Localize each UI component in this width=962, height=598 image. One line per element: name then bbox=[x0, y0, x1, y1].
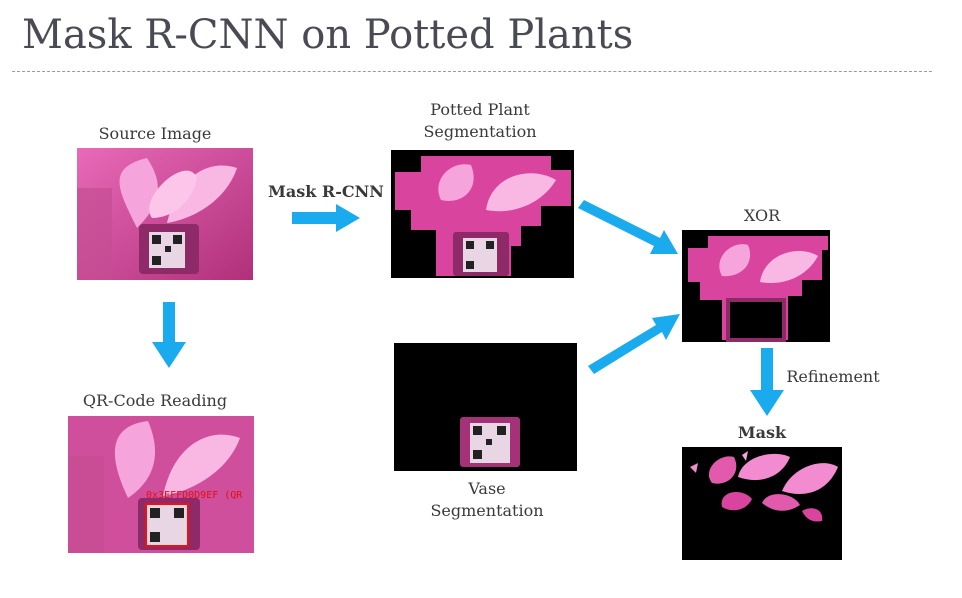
plant-seg-image bbox=[391, 150, 574, 278]
refinement-label: Refinement bbox=[786, 367, 880, 386]
arrow-vase-to-xor bbox=[588, 314, 680, 374]
slide-title: Mask R-CNN on Potted Plants bbox=[22, 12, 634, 58]
xor-result bbox=[688, 236, 828, 342]
qr-decoded-text: 0x3EFFD0D9EF (QR bbox=[146, 490, 243, 501]
source-image-caption: Source Image bbox=[98, 124, 212, 143]
qr-reading-image: 0x3EFFD0D9EF (QR bbox=[68, 416, 254, 553]
plant-photo bbox=[77, 148, 253, 280]
vase-seg-mask bbox=[394, 343, 577, 471]
qr-reading-caption: QR-Code Reading bbox=[82, 391, 228, 410]
right-arrow-mask-rcnn bbox=[292, 204, 360, 232]
plant-seg-caption-1: Potted Plant bbox=[430, 100, 530, 119]
down-arrow-refinement bbox=[750, 348, 784, 416]
vase-seg-caption-1: Vase bbox=[468, 479, 506, 498]
plant-seg-caption-2: Segmentation bbox=[423, 122, 537, 141]
mask-result bbox=[682, 447, 842, 560]
plant-seg-mask bbox=[395, 156, 571, 276]
arrow-plant-to-xor bbox=[578, 200, 678, 254]
down-arrow-qr bbox=[152, 302, 186, 368]
xor-image bbox=[682, 230, 830, 342]
mask-rcnn-label: Mask R-CNN bbox=[268, 182, 384, 201]
xor-caption: XOR bbox=[743, 206, 781, 225]
mask-caption: Mask bbox=[737, 423, 787, 442]
vase-seg-caption-2: Segmentation bbox=[430, 501, 544, 520]
qr-photo bbox=[68, 416, 254, 553]
mask-image bbox=[682, 447, 842, 560]
title-divider bbox=[12, 71, 932, 72]
vase-seg-image bbox=[394, 343, 577, 471]
source-image bbox=[77, 148, 253, 280]
